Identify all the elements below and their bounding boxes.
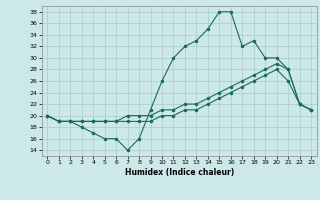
X-axis label: Humidex (Indice chaleur): Humidex (Indice chaleur) (124, 168, 234, 177)
